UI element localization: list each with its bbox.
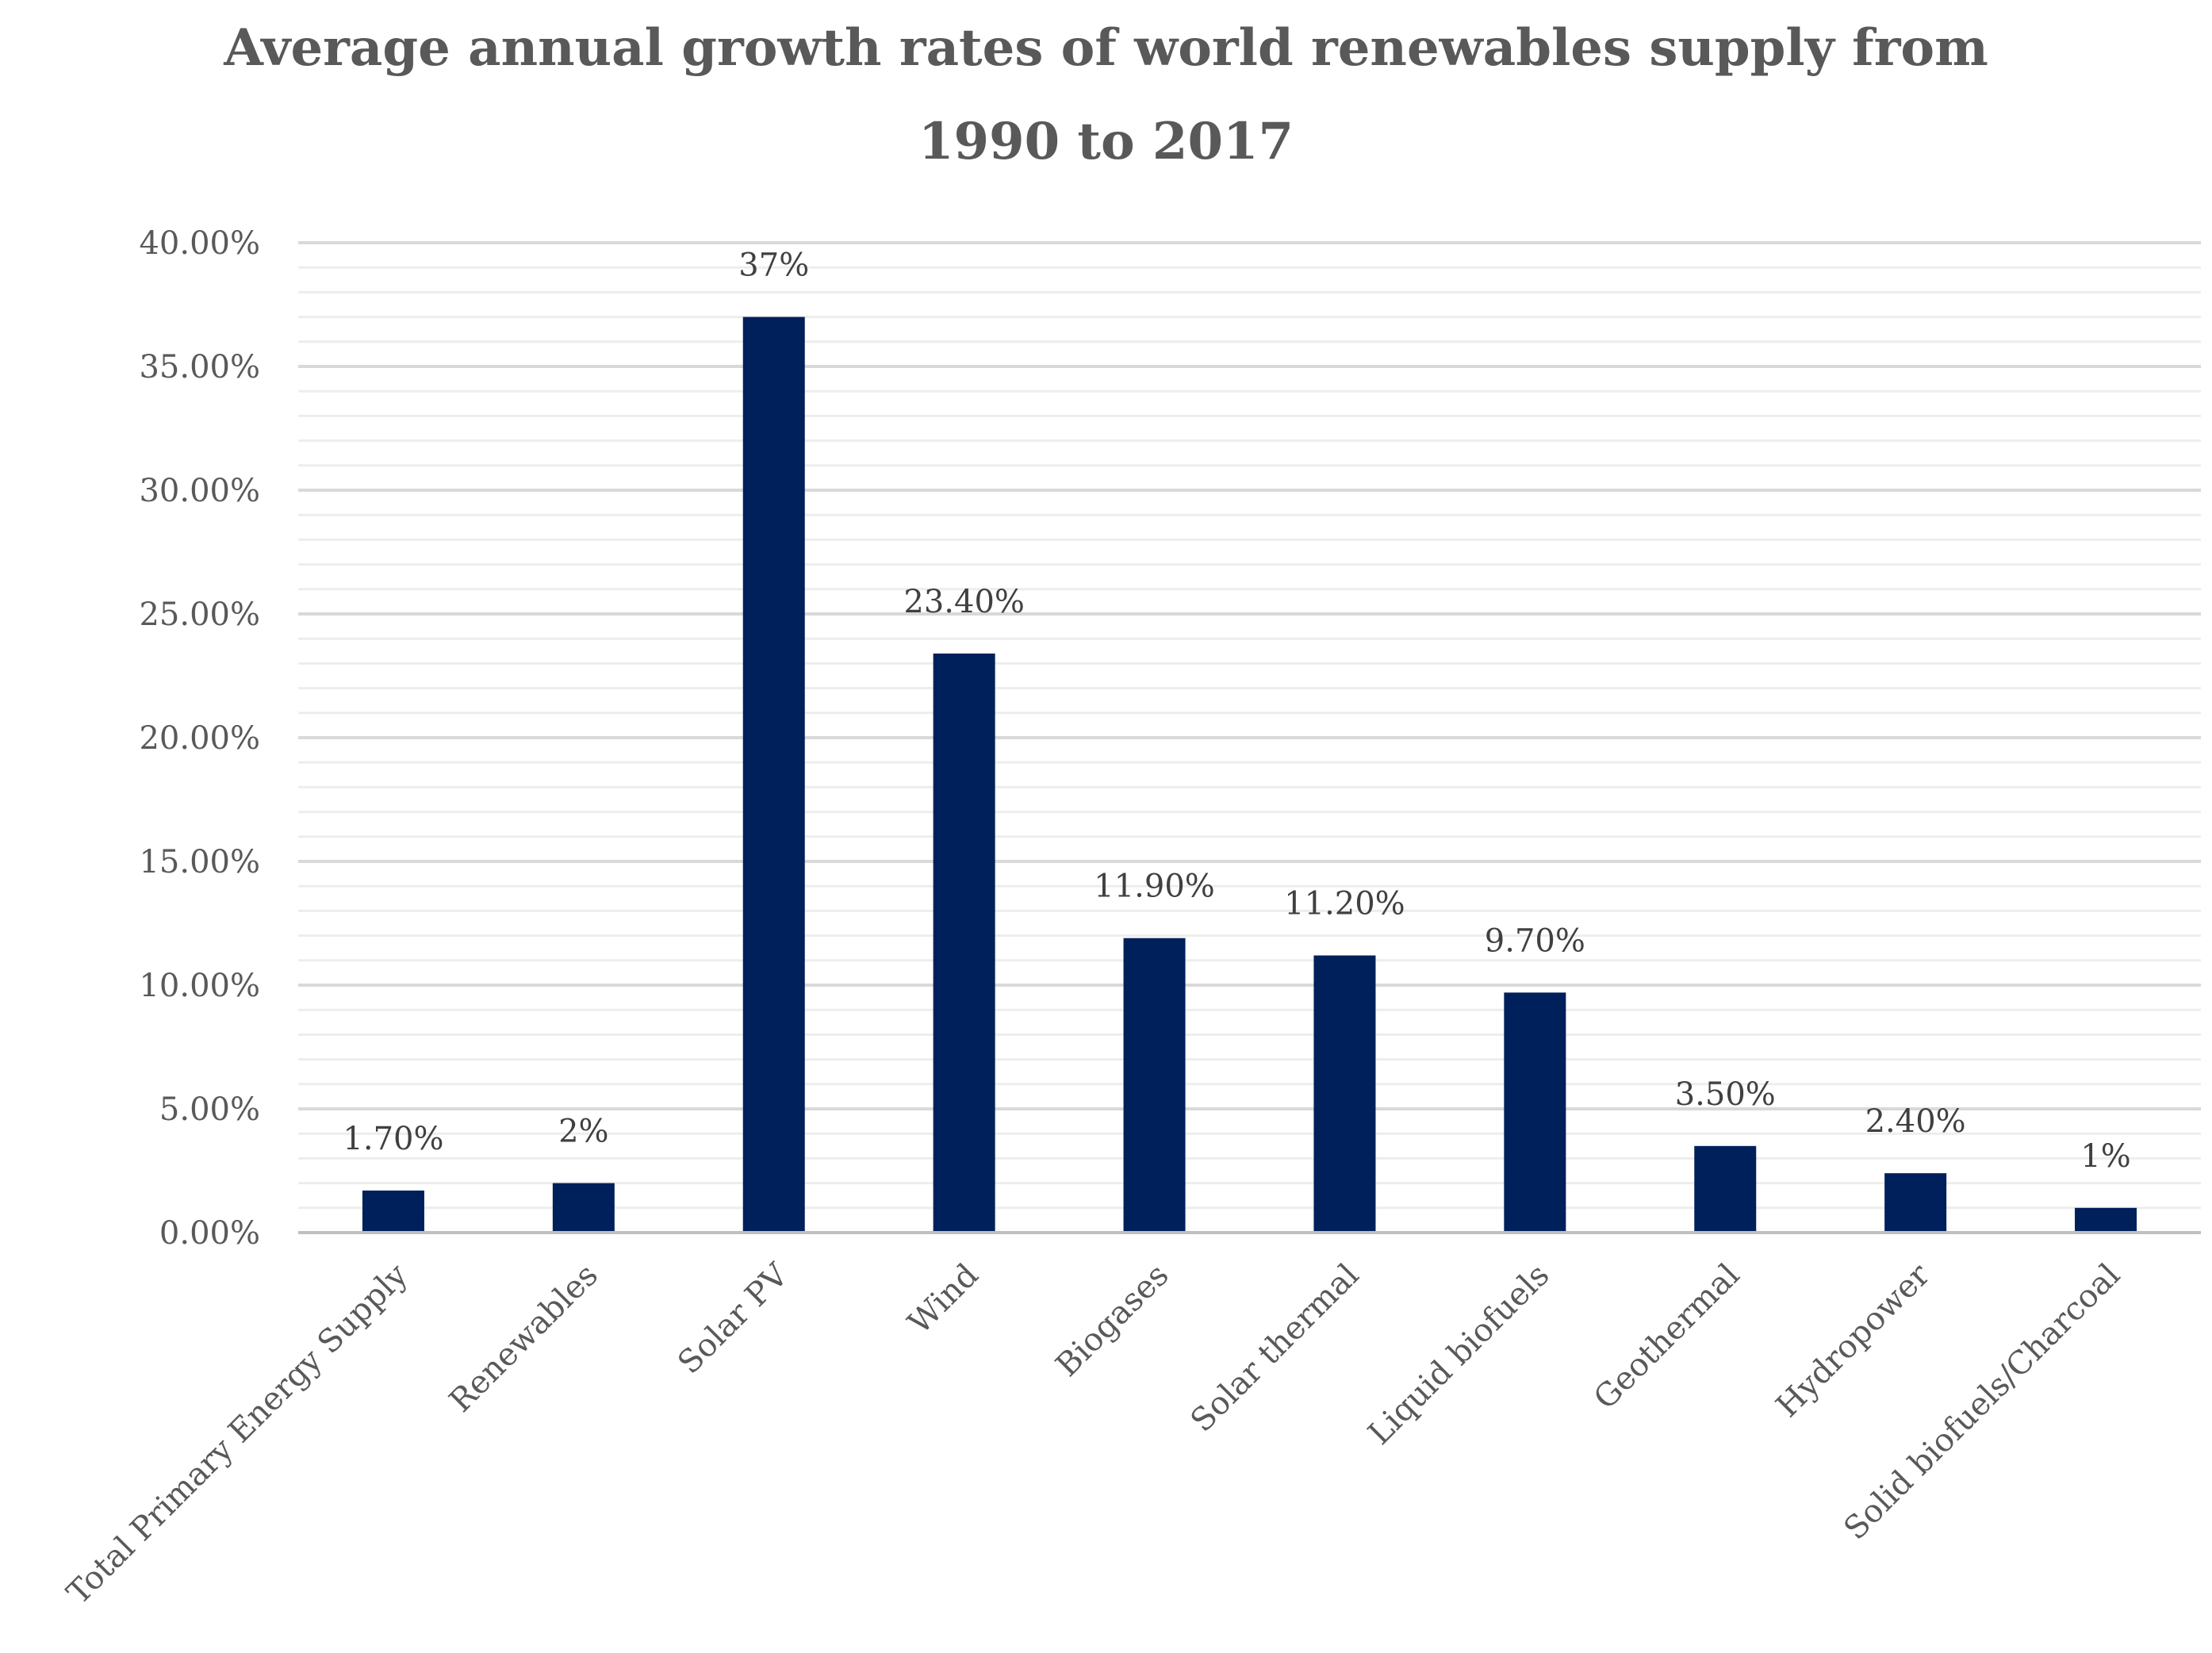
y-tick-label: 10.00% xyxy=(139,968,260,1004)
x-category-label: Renewables xyxy=(443,1257,605,1420)
x-category-label: Solar PV xyxy=(671,1256,796,1382)
y-tick-label: 20.00% xyxy=(139,720,260,757)
x-category-label: Hydropower xyxy=(1769,1256,1938,1425)
bar-data-label: 2.40% xyxy=(1865,1103,1966,1140)
bars xyxy=(362,316,2137,1233)
bar xyxy=(933,653,995,1233)
x-category-label: Solar thermal xyxy=(1184,1257,1367,1440)
y-tick-label: 5.00% xyxy=(159,1091,260,1128)
bar xyxy=(1884,1173,1947,1233)
chart-title-line-2: 1990 to 2017 xyxy=(918,112,1294,171)
minor-gridlines xyxy=(298,266,2201,1210)
x-category-label: Total Primary Energy Supply xyxy=(60,1256,416,1612)
bar-data-label: 11.90% xyxy=(1094,869,1215,905)
bar xyxy=(2075,1207,2137,1233)
y-tick-label: 35.00% xyxy=(139,349,260,385)
bar xyxy=(1504,992,1566,1233)
bar-data-label: 23.40% xyxy=(903,584,1025,620)
x-category-label: Liquid biofuels xyxy=(1361,1257,1556,1452)
bar xyxy=(742,316,805,1233)
bar xyxy=(552,1183,615,1233)
y-tick-label: 30.00% xyxy=(139,473,260,509)
y-tick-label: 0.00% xyxy=(159,1215,260,1252)
bar-data-label: 2% xyxy=(558,1114,608,1150)
bar xyxy=(1313,955,1376,1233)
bar xyxy=(362,1190,424,1233)
bar xyxy=(1123,938,1186,1233)
x-category-label: Biogases xyxy=(1048,1257,1175,1384)
bar xyxy=(1694,1145,1757,1233)
chart-title-line-1: Average annual growth rates of world ren… xyxy=(224,18,1988,78)
y-tick-label: 15.00% xyxy=(139,844,260,880)
x-category-label: Geothermal xyxy=(1587,1257,1746,1417)
bar-data-label: 9.70% xyxy=(1485,922,1585,959)
bar-data-label: 37% xyxy=(738,247,809,284)
chart-title: Average annual growth rates of world ren… xyxy=(0,0,2212,189)
major-gridlines xyxy=(298,241,2201,1110)
x-category-label: Wind xyxy=(901,1257,985,1341)
y-tick-label: 25.00% xyxy=(139,596,260,633)
bar-data-label: 1% xyxy=(2080,1138,2130,1175)
bar-data-labels: 1.70% 2% 37% 23.40% 11.90% 11.20% 9.70% 3.50% 2.… xyxy=(343,247,2130,1175)
category-labels: Total Primary Energy Supply Renewables Sol… xyxy=(60,1256,2127,1612)
bar-data-label: 3.50% xyxy=(1675,1076,1776,1113)
bar-data-label: 11.20% xyxy=(1284,886,1405,922)
y-axis-tick-labels: 0.00% 5.00% 10.00% 15.00% 20.00% 25.00% 30.00%… xyxy=(139,225,260,1252)
bar-data-label: 1.70% xyxy=(343,1121,443,1157)
y-tick-label: 40.00% xyxy=(139,225,260,262)
